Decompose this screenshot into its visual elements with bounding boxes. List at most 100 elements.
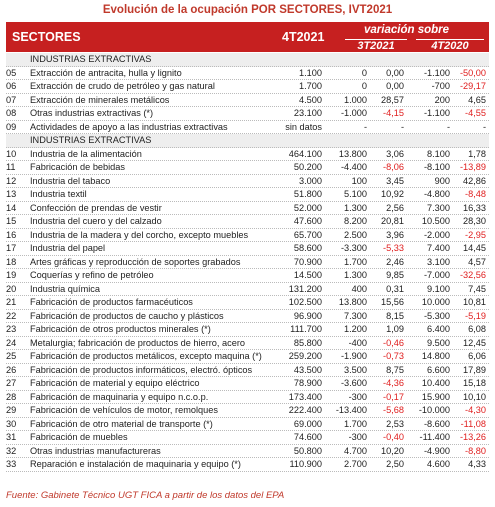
abs-var-3t2021: 3.500: [344, 364, 367, 375]
table-row: 33 Reparación e instalación de maquinaria…: [6, 458, 489, 472]
pct-var-3t2021: -8,06: [383, 162, 404, 172]
table-row: 16 Industria de la madera y del corcho, e…: [6, 229, 489, 242]
pct-var-4t2020: 14,45: [463, 243, 486, 253]
abs-var-3t2021: 100: [351, 175, 367, 186]
header-4t2020: 4T2020: [416, 39, 484, 52]
sector-code: 20: [6, 283, 17, 294]
pct-var-3t2021: 2,50: [386, 459, 404, 469]
pct-var-4t2020: -13,26: [459, 432, 486, 442]
value-4t2021: 70.900: [293, 256, 322, 267]
pct-var-3t2021: -4,15: [383, 108, 404, 118]
table-row: 15 Industria del cuero y del calzado 47.60…: [6, 215, 489, 229]
table-header: SECTORES 4T2021 variación sobre 3T2021 4…: [6, 22, 489, 52]
table-row: 23 Fabricación de otros productos mineral…: [6, 323, 489, 337]
abs-var-4t2020: 10.000: [421, 297, 450, 307]
value-4t2021: 222.400: [288, 405, 322, 415]
abs-var-4t2020: 14.800: [421, 351, 450, 361]
sector-name: Extracción de crudo de petróleo y gas na…: [30, 81, 215, 91]
abs-var-3t2021: 7.300: [344, 310, 367, 321]
sector-code: 23: [6, 324, 17, 334]
sector-name: Fabricación de productos metálicos, exce…: [30, 351, 262, 361]
sector-code: 18: [6, 256, 17, 267]
table-row: 30 Fabricación de otro material de transp…: [6, 418, 489, 431]
sector-name: Fabricación de bebidas: [30, 162, 125, 172]
sector-code: 26: [6, 364, 17, 375]
table-row: 12 Industria del tabaco 3.000 100 3,45 900 42,…: [6, 175, 489, 188]
table-title: Evolución de la ocupación POR SECTORES, …: [102, 4, 393, 16]
abs-var-4t2020: 6.600: [427, 364, 450, 375]
abs-var-4t2020: -8.600: [423, 418, 450, 429]
value-4t2021: 85.800: [293, 337, 322, 348]
value-4t2021: 23.100: [293, 108, 322, 118]
sector-code: 22: [6, 310, 17, 321]
abs-var-4t2020: 4.600: [427, 459, 450, 469]
sector-code: 24: [6, 337, 17, 348]
pct-var-4t2020: -: [482, 121, 486, 132]
value-4t2021: 3.000: [299, 175, 322, 186]
sector-name: Confección de prendas de vestir: [30, 202, 162, 213]
abs-var-3t2021: -3.600: [340, 378, 367, 388]
abs-var-4t2020: -: [446, 121, 450, 132]
pct-var-4t2020: -2,95: [465, 229, 486, 240]
sector-code: 08: [6, 108, 17, 118]
sector-name: Fabricación de muebles: [30, 432, 128, 442]
abs-var-3t2021: -4.400: [340, 162, 367, 172]
pct-var-4t2020: -32,56: [459, 270, 486, 280]
sector-name: Industria textil: [30, 189, 87, 199]
abs-var-4t2020: -1.100: [423, 67, 450, 78]
sector-name: Fabricación de material y equipo eléctri…: [30, 378, 200, 388]
pct-var-4t2020: -13,89: [459, 162, 486, 172]
pct-var-4t2020: -5,19: [465, 310, 486, 321]
sector-code: 11: [6, 162, 16, 172]
abs-var-4t2020: 200: [434, 94, 450, 105]
value-4t2021: 96.900: [293, 310, 322, 321]
sector-name: Reparación e instalación de maquinaria y…: [30, 459, 241, 469]
abs-var-4t2020: -7.000: [423, 270, 450, 280]
table-row: 24 Metalurgia; fabricación de productos d…: [6, 337, 489, 350]
sector-code: 14: [6, 202, 17, 213]
sector-code: 25: [6, 351, 17, 361]
value-4t2021: sin datos: [285, 121, 322, 132]
abs-var-3t2021: 8.200: [344, 216, 367, 226]
pct-var-4t2020: 4,57: [468, 256, 486, 267]
pct-var-3t2021: 3,96: [386, 229, 404, 240]
abs-var-4t2020: 8.100: [427, 148, 450, 159]
sector-code: 33: [6, 459, 17, 469]
pct-var-4t2020: 42,86: [463, 175, 486, 186]
value-4t2021: 259.200: [288, 351, 322, 361]
table-row: 08 Otras industrias extractivas (*) 23.100…: [6, 107, 489, 121]
sector-code: 30: [6, 418, 17, 429]
abs-var-4t2020: -11.400: [419, 432, 450, 442]
abs-var-4t2020: 900: [434, 175, 450, 186]
abs-var-3t2021: 400: [351, 283, 367, 294]
table-row: 06 Extracción de crudo de petróleo y gas …: [6, 80, 489, 94]
pct-var-4t2020: 1,78: [468, 148, 486, 159]
table-row: 09 Actividades de apoyo a las industrias …: [6, 121, 489, 134]
sector-name: Industria del papel: [30, 243, 106, 253]
sector-name: Fabricación de maquinaria y equipo n.c.o…: [30, 391, 209, 402]
pct-var-4t2020: 16,33: [463, 202, 486, 213]
pct-var-3t2021: -5,68: [383, 405, 404, 415]
sector-name: Fabricación de otro material de transpor…: [30, 418, 213, 429]
table-row: 19 Coquerías y refino de petróleo 14.500 1.…: [6, 269, 489, 283]
pct-var-3t2021: 2,53: [386, 418, 404, 429]
abs-var-3t2021: 1.700: [344, 418, 367, 429]
value-4t2021: 1.700: [299, 81, 322, 91]
table-row: 32 Otras industrias manufactureras 50.800 4…: [6, 445, 489, 458]
pct-var-3t2021: 20,81: [381, 216, 404, 226]
sector-name: Actividades de apoyo a las industrias ex…: [30, 121, 228, 132]
pct-var-3t2021: 0,00: [386, 67, 404, 78]
table-row: 25 Fabricación de productos metálicos, ex…: [6, 350, 489, 364]
value-4t2021: 52.000: [293, 202, 322, 213]
sector-name: Fabricación de productos de caucho y plá…: [30, 310, 224, 321]
sector-code: 06: [6, 81, 17, 91]
sector-name: Fabricación de productos farmacéuticos: [30, 297, 193, 307]
pct-var-3t2021: 8,15: [386, 310, 404, 321]
value-4t2021: 58.600: [293, 243, 322, 253]
sector-code: 21: [6, 297, 17, 307]
table-row: 29 Fabricación de vehículos de motor, rem…: [6, 404, 489, 418]
abs-var-3t2021: 1.300: [344, 202, 367, 213]
table-row: 20 Industria química 131.200 400 0,31 9.100 7,…: [6, 283, 489, 296]
abs-var-4t2020: -2.000: [423, 229, 450, 240]
pct-var-4t2020: 28,30: [463, 216, 486, 226]
